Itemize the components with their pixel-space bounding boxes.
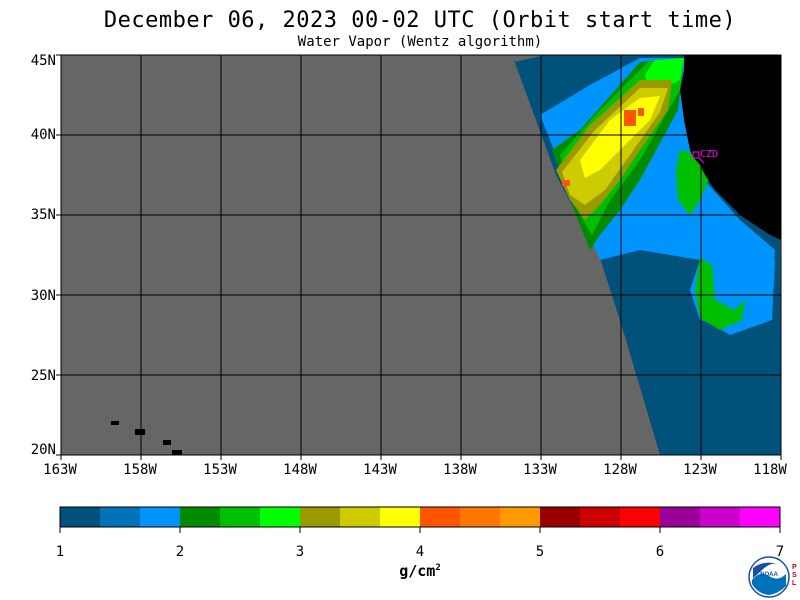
colorbar-frame — [59, 506, 781, 528]
lon-label-133w: 133W — [523, 462, 557, 478]
colorbar — [59, 507, 781, 533]
lon-label-163w: 163W — [43, 462, 77, 478]
station-label: CZD — [700, 149, 718, 160]
colorbar-segment — [540, 507, 581, 527]
colorbar-unit: g/cm2 — [350, 562, 490, 580]
lon-label-148w: 148W — [283, 462, 317, 478]
colorbar-segment — [340, 507, 381, 527]
lon-label-143w: 143W — [363, 462, 397, 478]
colorbar-tick-6: 6 — [655, 544, 665, 560]
colorbar-segment — [420, 507, 461, 527]
swath-green-patch — [695, 258, 745, 330]
colorbar-segment — [700, 507, 741, 527]
colorbar-segment — [140, 507, 181, 527]
lat-label-40n: 40N — [30, 127, 56, 143]
colorbar-segment — [620, 507, 661, 527]
colorbar-segment — [260, 507, 301, 527]
psl-vertical-text: PSL — [792, 564, 800, 588]
colorbar-segment — [60, 507, 101, 527]
lon-label-153w: 153W — [203, 462, 237, 478]
orange-patch-north — [624, 110, 636, 126]
lat-label-45n: 45N — [30, 53, 56, 69]
colorbar-segment — [660, 507, 701, 527]
colorbar-tick-7: 7 — [775, 544, 785, 560]
psl-letters: PSL — [792, 564, 797, 587]
noaa-logo-text: NOAA — [760, 572, 778, 578]
unit-exponent: 2 — [435, 563, 441, 573]
hawaii-island-3 — [163, 440, 171, 445]
north-america-land — [680, 55, 781, 240]
hawaii-island-4 — [172, 450, 182, 455]
hawaii-island-1 — [111, 421, 119, 425]
plot-frame — [60, 54, 782, 456]
map-title: December 06, 2023 00-02 UTC (Orbit start… — [103, 8, 737, 33]
station-marker-czd: CZD — [692, 149, 718, 164]
colorbar-segment — [580, 507, 621, 527]
lon-label-128w: 128W — [603, 462, 637, 478]
lon-label-158w: 158W — [123, 462, 157, 478]
colorbar-segment — [100, 507, 141, 527]
colorbar-segment — [180, 507, 221, 527]
colorbar-segment — [220, 507, 261, 527]
colorbar-tick-5: 5 — [535, 544, 545, 560]
colorbar-segment — [380, 507, 421, 527]
map-subtitle: Water Vapor (Wentz algorithm) — [297, 34, 543, 50]
colorbar-segment — [300, 507, 341, 527]
colorbar-segment — [740, 507, 781, 527]
lon-label-118w: 118W — [753, 462, 787, 478]
lat-label-20n: 20N — [30, 442, 56, 458]
lat-label-25n: 25N — [30, 368, 56, 384]
colorbar-segment — [500, 507, 541, 527]
colorbar-tick-4: 4 — [415, 544, 425, 560]
colorbar-tick-2: 2 — [175, 544, 185, 560]
colorbar-tick-1: 1 — [55, 544, 65, 560]
lat-label-30n: 30N — [30, 288, 56, 304]
lon-label-123w: 123W — [683, 462, 717, 478]
colorbar-tick-3: 3 — [295, 544, 305, 560]
hawaii-island-2 — [135, 429, 145, 435]
noaa-logo: NOAA — [748, 556, 790, 598]
lon-label-138w: 138W — [443, 462, 477, 478]
orange-patch-north-2 — [638, 108, 644, 116]
unit-base: g/cm — [399, 562, 436, 580]
lat-label-35n: 35N — [30, 207, 56, 223]
orange-patch-south — [562, 180, 570, 186]
swath-yellow — [580, 96, 660, 178]
colorbar-segment — [460, 507, 501, 527]
